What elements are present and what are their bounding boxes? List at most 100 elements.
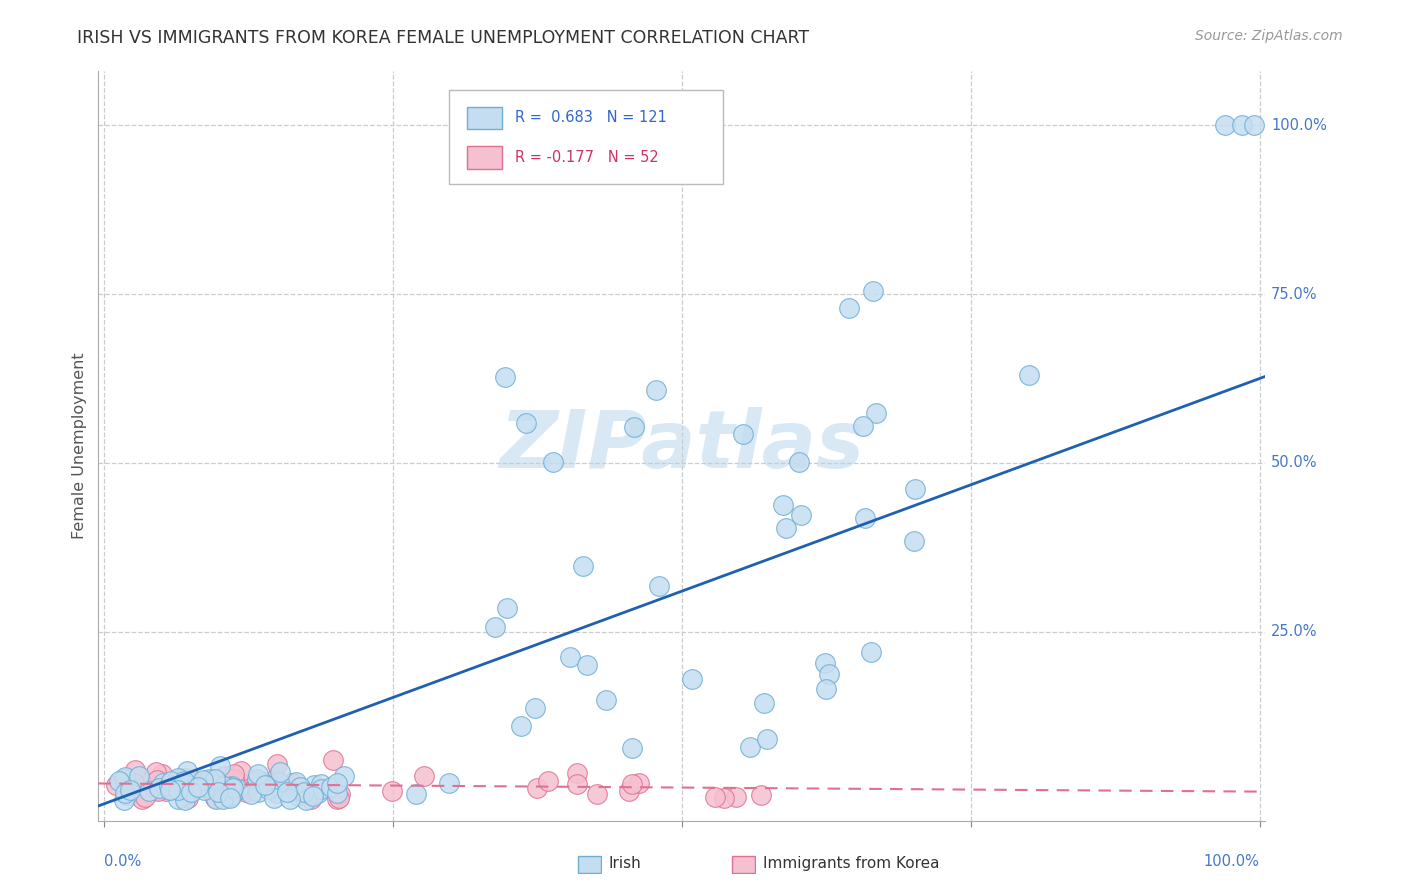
Text: 75.0%: 75.0% [1271, 286, 1317, 301]
Point [322, 753, 344, 767]
Point [309, 782, 332, 797]
Point [260, 779, 283, 793]
Text: 100.0%: 100.0% [1204, 855, 1260, 870]
Point [333, 769, 356, 783]
Point [585, 788, 607, 802]
Point [838, 301, 860, 315]
Point [263, 772, 285, 786]
Point [565, 766, 588, 780]
Point [180, 785, 202, 799]
Point [524, 700, 547, 714]
Point [865, 406, 887, 420]
Point [167, 780, 190, 794]
Point [247, 767, 270, 781]
Point [266, 756, 288, 771]
Point [117, 789, 139, 803]
Point [202, 777, 225, 791]
Point [818, 667, 841, 681]
Point [204, 790, 226, 805]
Point [284, 774, 307, 789]
Point [138, 784, 160, 798]
Point [755, 731, 778, 746]
Point [621, 741, 644, 756]
Point [381, 784, 404, 798]
Point [221, 788, 243, 802]
Point [904, 482, 927, 496]
Point [112, 772, 135, 786]
Point [153, 777, 176, 791]
Text: R =  0.683   N = 121: R = 0.683 N = 121 [515, 111, 666, 126]
Point [595, 693, 617, 707]
Point [148, 781, 170, 796]
Point [627, 776, 650, 790]
Point [288, 780, 311, 794]
Point [814, 656, 837, 670]
Point [145, 764, 167, 779]
Point [246, 772, 269, 787]
Point [558, 650, 581, 665]
Point [617, 784, 640, 798]
Point [112, 793, 135, 807]
Point [186, 780, 208, 795]
FancyBboxPatch shape [467, 107, 502, 129]
Point [246, 785, 269, 799]
Point [145, 782, 167, 797]
Point [231, 764, 253, 778]
Point [621, 777, 644, 791]
Text: Immigrants from Korea: Immigrants from Korea [763, 856, 941, 871]
Point [124, 763, 146, 777]
Point [114, 771, 136, 785]
Point [309, 776, 332, 790]
Point [536, 773, 558, 788]
Point [725, 790, 748, 805]
Point [495, 600, 517, 615]
Point [166, 780, 188, 795]
Point [173, 774, 195, 789]
Point [193, 783, 215, 797]
Point [326, 786, 349, 800]
Point [738, 740, 761, 755]
Point [194, 781, 217, 796]
Point [152, 775, 174, 789]
Point [172, 776, 194, 790]
Point [235, 785, 257, 799]
Point [195, 780, 218, 795]
Point [246, 772, 269, 787]
Point [787, 455, 810, 469]
Point [541, 455, 564, 469]
Point [177, 790, 200, 805]
Point [172, 784, 194, 798]
Point [789, 508, 811, 523]
Point [204, 772, 226, 786]
Point [321, 780, 343, 795]
Point [174, 793, 197, 807]
Point [212, 792, 235, 806]
Point [307, 786, 329, 800]
Point [571, 559, 593, 574]
Point [249, 774, 271, 789]
Point [253, 777, 276, 791]
Point [120, 783, 142, 797]
Point [117, 779, 139, 793]
Point [108, 773, 131, 788]
Point [174, 789, 197, 803]
Point [155, 784, 177, 798]
Point [222, 780, 245, 795]
Point [198, 772, 221, 786]
Point [219, 780, 242, 795]
Point [167, 771, 190, 785]
Y-axis label: Female Unemployment: Female Unemployment [72, 352, 87, 540]
Point [105, 778, 128, 792]
Point [278, 791, 301, 805]
Point [233, 777, 256, 791]
Point [295, 793, 318, 807]
Point [226, 778, 249, 792]
Point [509, 719, 531, 733]
Point [174, 771, 197, 785]
Point [437, 776, 460, 790]
FancyBboxPatch shape [467, 146, 502, 169]
Point [853, 511, 876, 525]
Point [159, 773, 181, 788]
Point [224, 766, 246, 780]
Text: 50.0%: 50.0% [1271, 456, 1317, 470]
